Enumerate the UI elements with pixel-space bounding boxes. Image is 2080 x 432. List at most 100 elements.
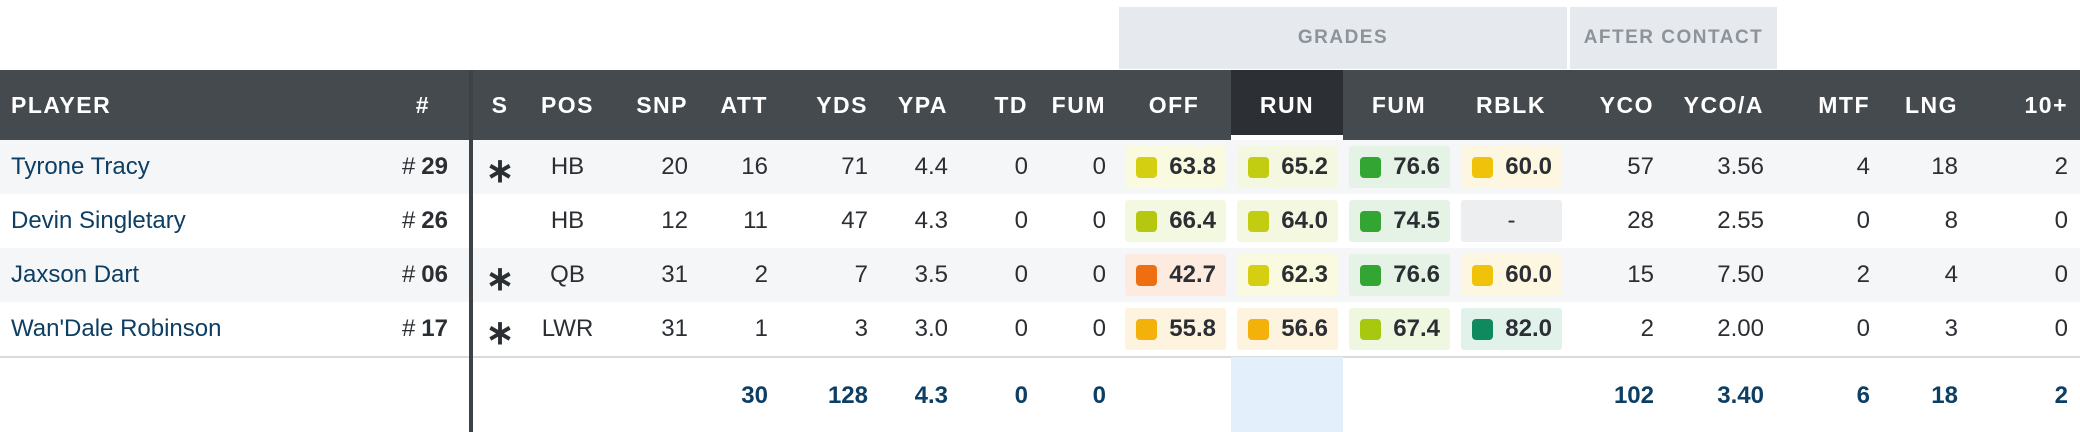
col-header-number[interactable]: # <box>415 91 430 118</box>
fumbles-cell: 0 <box>1092 261 1106 288</box>
col-header-yards[interactable]: YDS <box>816 91 868 118</box>
col-header-yco-a[interactable]: YCO/A <box>1683 91 1764 118</box>
ypa-cell: 4.3 <box>914 207 948 234</box>
jersey-hash: # <box>401 315 416 342</box>
total-yco-a: 3.40 <box>1717 382 1764 409</box>
yco-cell: 2 <box>1640 315 1654 342</box>
col-header-ypa[interactable]: YPA <box>897 91 948 118</box>
col-header-ten-plus[interactable]: 10+ <box>2024 91 2068 118</box>
starter-asterisk-icon: ∗ <box>485 260 515 298</box>
mtf-cell: 4 <box>1856 153 1870 180</box>
grade-color-swatch <box>1360 211 1381 232</box>
starter-asterisk-icon: ∗ <box>485 314 515 352</box>
col-header-fumbles[interactable]: FUM <box>1051 91 1106 118</box>
attempts-cell: 2 <box>754 261 768 288</box>
mtf-cell: 0 <box>1856 315 1870 342</box>
col-header-yco[interactable]: YCO <box>1599 91 1654 118</box>
total-attempts: 30 <box>741 382 768 409</box>
grade-value: 74.5 <box>1393 207 1440 234</box>
col-header-attempts[interactable]: ATT <box>720 91 768 118</box>
yco-cell: 57 <box>1627 153 1654 180</box>
off-grade-cell: 66.4 <box>1125 200 1226 242</box>
col-header-off-grade[interactable]: OFF <box>1148 91 1200 118</box>
ten-plus-cell: 2 <box>2054 153 2068 180</box>
ypa-cell: 3.0 <box>914 315 948 342</box>
attempts-cell: 11 <box>743 207 768 234</box>
jersey-number-cell: #17 <box>340 302 448 356</box>
total-td: 0 <box>1014 382 1028 409</box>
col-header-rblk-grade[interactable]: RBLK <box>1476 91 1546 118</box>
fumbles-cell: 0 <box>1092 207 1106 234</box>
run-grade-cell: 65.2 <box>1237 146 1338 188</box>
yards-cell: 47 <box>841 207 868 234</box>
col-header-lng[interactable]: LNG <box>1904 91 1958 118</box>
yards-cell: 7 <box>854 261 868 288</box>
grade-value: 65.2 <box>1281 153 1328 180</box>
fum-grade-cell: 67.4 <box>1349 308 1450 350</box>
col-header-player[interactable]: PLAYER <box>11 91 112 118</box>
col-header-snaps[interactable]: SNP <box>636 91 688 118</box>
lng-cell: 3 <box>1944 315 1958 342</box>
grade-value: 56.6 <box>1281 315 1328 342</box>
jersey-number-cell: #26 <box>340 194 448 248</box>
grade-value: 76.6 <box>1393 261 1440 288</box>
yards-cell: 3 <box>854 315 868 342</box>
totals-divider <box>0 356 2080 358</box>
yco-a-cell: 2.00 <box>1717 315 1764 342</box>
table-row: Tyrone Tracy #29 ∗ HB 20 16 71 4.4 0 0 57 3.56 4 18 2 6… <box>0 140 2080 194</box>
yco-cell: 15 <box>1627 261 1654 288</box>
col-header-starter[interactable]: S <box>491 91 509 118</box>
player-name-cell[interactable]: Tyrone Tracy <box>11 140 371 194</box>
after-contact-group-label: AFTER CONTACT <box>1583 27 1764 48</box>
grade-color-swatch <box>1360 265 1381 286</box>
run-grade-cell: 56.6 <box>1237 308 1338 350</box>
fum-grade-cell: 76.6 <box>1349 146 1450 188</box>
grade-color-swatch <box>1248 265 1269 286</box>
td-cell: 0 <box>1014 207 1028 234</box>
yco-a-cell: 2.55 <box>1717 207 1764 234</box>
jersey-hash: # <box>401 207 416 234</box>
player-name-cell[interactable]: Jaxson Dart <box>11 248 371 302</box>
grade-color-swatch <box>1248 157 1269 178</box>
starter-asterisk-icon: ∗ <box>485 152 515 190</box>
jersey-number-cell: #06 <box>340 248 448 302</box>
off-grade-cell: 63.8 <box>1125 146 1226 188</box>
jersey-hash: # <box>401 153 416 180</box>
col-header-position[interactable]: POS <box>540 91 595 118</box>
total-ten-plus: 2 <box>2054 382 2068 409</box>
yco-a-cell: 7.50 <box>1717 261 1764 288</box>
grade-value: 67.4 <box>1393 315 1440 342</box>
mtf-cell: 2 <box>1856 261 1870 288</box>
lng-cell: 8 <box>1944 207 1958 234</box>
player-name-link[interactable]: Tyrone Tracy <box>11 153 150 180</box>
snaps-cell: 12 <box>661 207 688 234</box>
col-header-fum-grade[interactable]: FUM <box>1371 91 1427 118</box>
player-name-link[interactable]: Wan'Dale Robinson <box>11 315 222 342</box>
col-header-mtf[interactable]: MTF <box>1818 91 1870 118</box>
total-lng: 18 <box>1931 382 1958 409</box>
starter-cell: ∗ <box>475 248 525 302</box>
player-name-link[interactable]: Devin Singletary <box>11 207 186 234</box>
run-grade-cell: 62.3 <box>1237 254 1338 296</box>
player-name-cell[interactable]: Wan'Dale Robinson <box>11 302 371 356</box>
run-column-highlight <box>1231 357 1343 432</box>
grade-color-swatch <box>1248 211 1269 232</box>
grade-color-swatch <box>1360 319 1381 340</box>
grade-value: 66.4 <box>1169 207 1216 234</box>
col-header-run-grade[interactable]: RUN <box>1231 70 1343 140</box>
player-name-link[interactable]: Jaxson Dart <box>11 261 140 288</box>
grade-color-swatch <box>1472 319 1493 340</box>
fum-grade-cell: 76.6 <box>1349 254 1450 296</box>
player-name-cell[interactable]: Devin Singletary <box>11 194 371 248</box>
col-header-td[interactable]: TD <box>994 91 1028 118</box>
table-row: Wan'Dale Robinson #17 ∗ LWR 31 1 3 3.0 0 0 2 2.00 0 3… <box>0 302 2080 356</box>
after-contact-group-header: AFTER CONTACT <box>1570 7 1777 69</box>
grade-value: 60.0 <box>1505 261 1552 288</box>
td-cell: 0 <box>1014 315 1028 342</box>
position-cell: LWR <box>541 315 594 342</box>
position-cell: HB <box>550 153 585 180</box>
grade-color-swatch <box>1248 319 1269 340</box>
grade-color-swatch <box>1472 265 1493 286</box>
total-ypa: 4.3 <box>914 382 948 409</box>
off-grade-cell: 55.8 <box>1125 308 1226 350</box>
